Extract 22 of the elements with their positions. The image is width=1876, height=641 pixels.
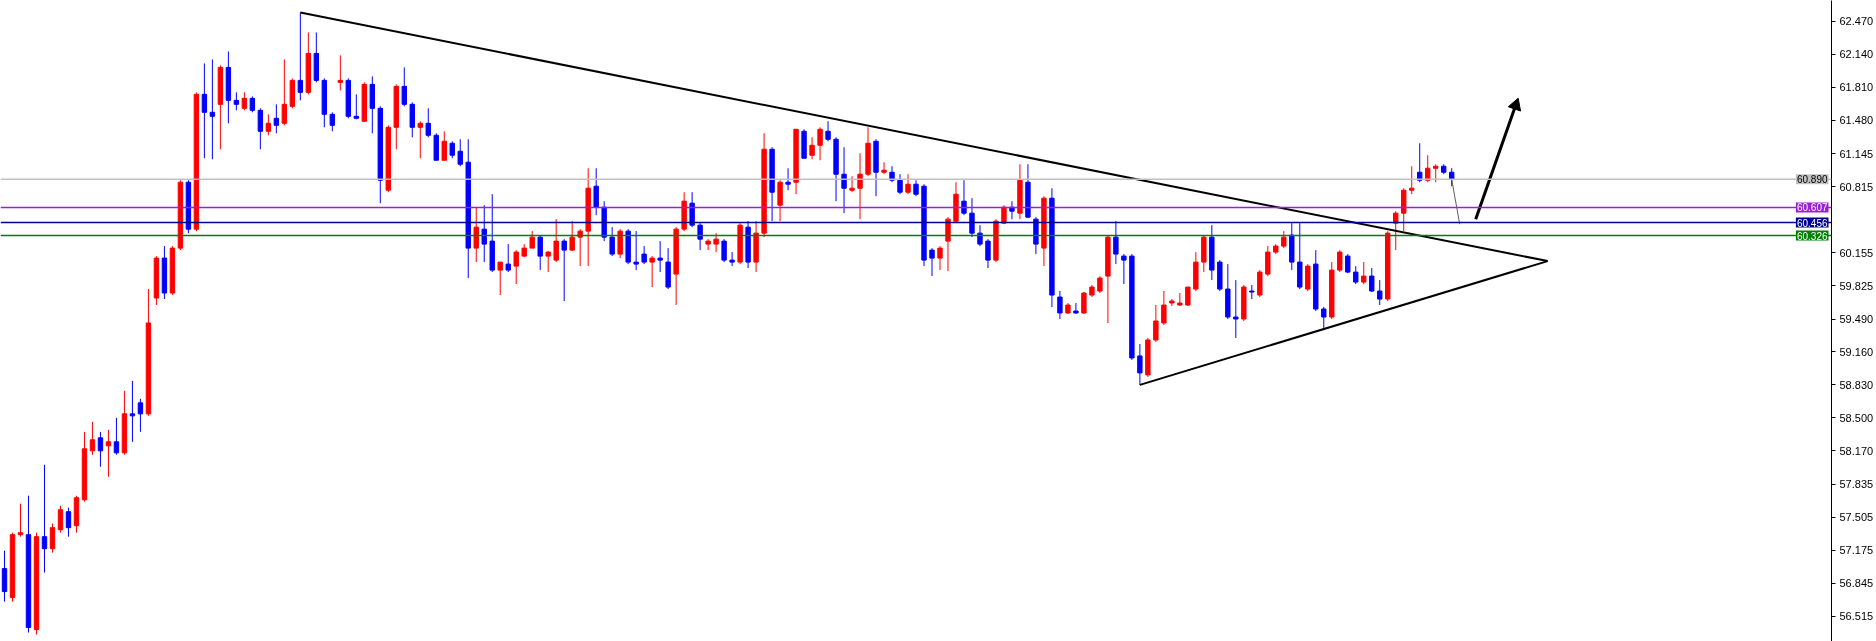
- y-tick-label: 59.825: [1839, 279, 1874, 292]
- ref-line-label: 60.326: [1796, 230, 1828, 242]
- y-tick-label: 61.480: [1839, 114, 1874, 127]
- y-tick-label: 59.160: [1839, 345, 1874, 358]
- y-tick-label: 58.830: [1839, 378, 1874, 391]
- y-tick-label: 60.155: [1839, 246, 1874, 259]
- y-tick-label: 59.490: [1839, 313, 1874, 325]
- y-tick-label: 61.810: [1839, 81, 1874, 94]
- ref-line-label: 60.890: [1796, 174, 1828, 186]
- y-tick-label: 56.515: [1839, 610, 1874, 623]
- y-tick-label: 58.500: [1839, 411, 1874, 424]
- y-tick-label: 58.170: [1839, 444, 1874, 457]
- y-tick-label: 60.815: [1839, 180, 1874, 193]
- y-tick-label: 57.175: [1839, 544, 1874, 557]
- y-tick-label: 61.145: [1839, 147, 1874, 160]
- y-tick-label: 57.505: [1839, 511, 1874, 524]
- y-tick-label: 62.140: [1839, 48, 1874, 61]
- y-tick-label: 56.845: [1839, 577, 1874, 590]
- y-tick-label: 62.470: [1839, 15, 1874, 28]
- y-tick-label: 57.835: [1839, 478, 1874, 491]
- ref-line-label: 60.607: [1796, 202, 1828, 214]
- ref-line-label: 60.456: [1796, 217, 1828, 229]
